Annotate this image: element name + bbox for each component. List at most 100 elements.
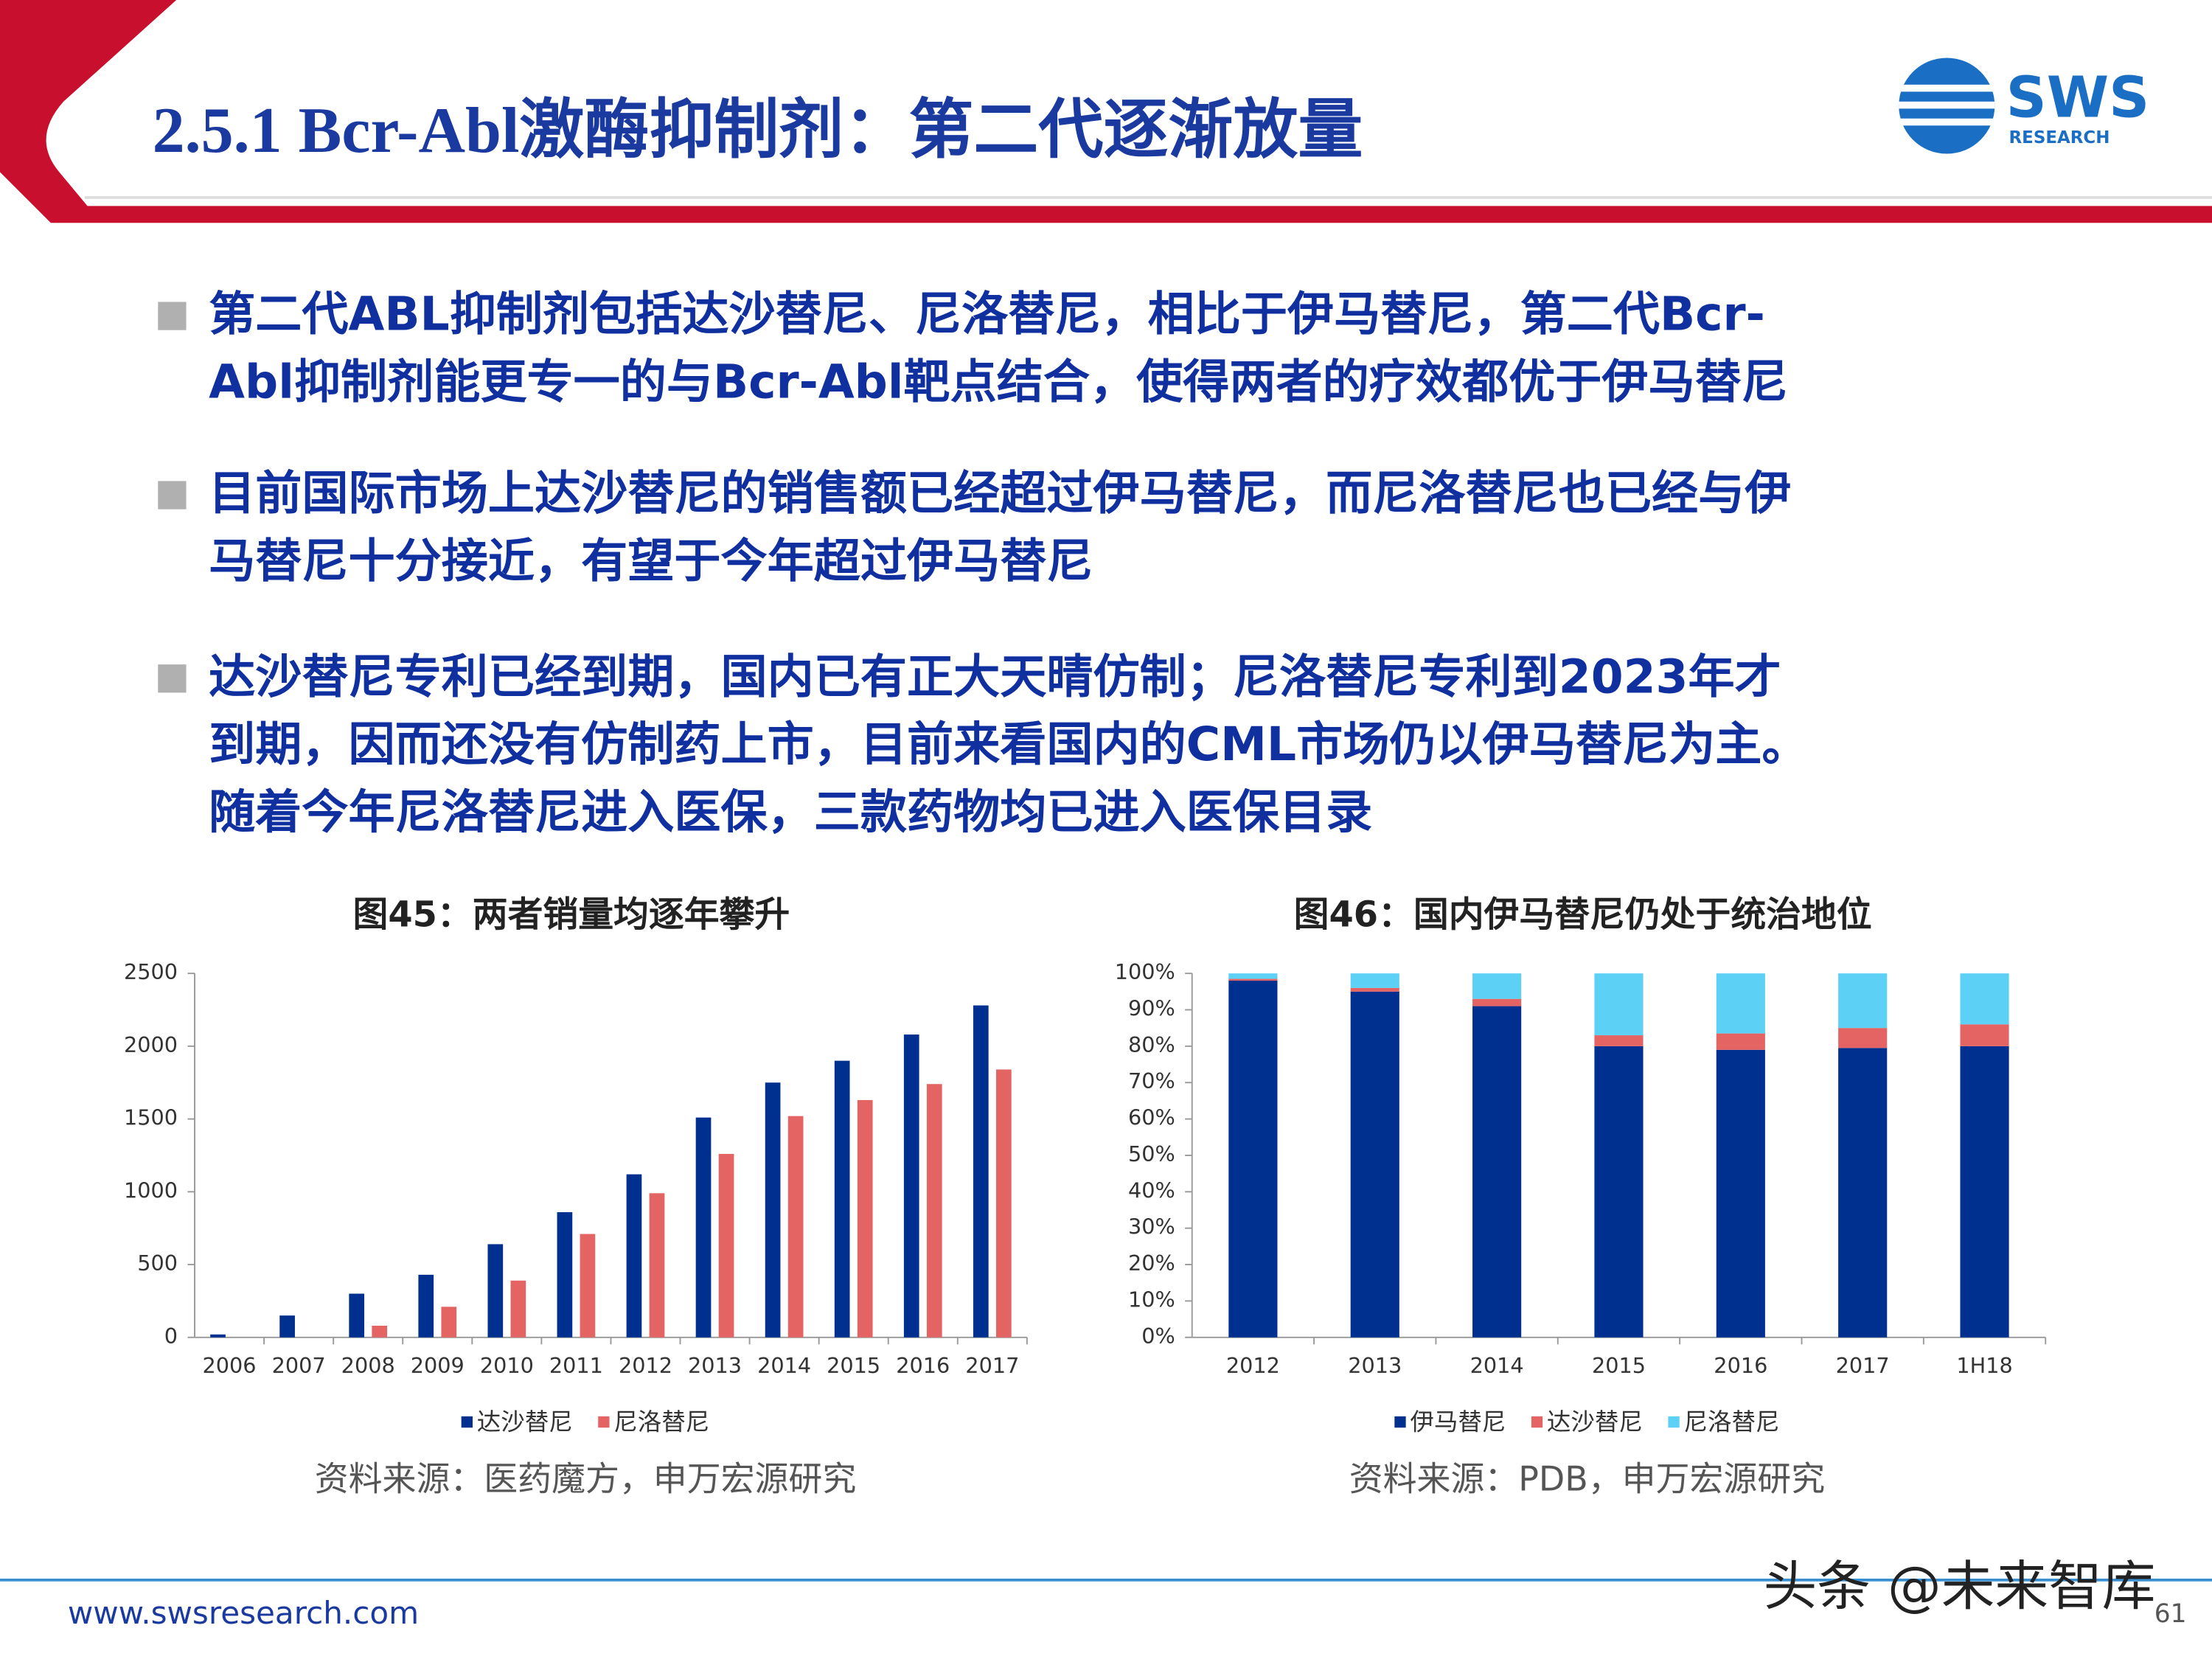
bar: [510, 1280, 526, 1338]
y-tick-label: 10%: [1128, 1287, 1175, 1312]
y-tick-label: 0: [164, 1324, 178, 1349]
bar-segment: [1838, 1048, 1888, 1338]
bar: [210, 1334, 226, 1338]
x-tick-label: 2016: [896, 1353, 950, 1378]
bar-segment: [1228, 981, 1278, 1338]
legend-label: 尼洛替尼: [613, 1408, 709, 1436]
y-tick-label: 0%: [1141, 1324, 1175, 1349]
logo-stripe: [1899, 118, 1995, 126]
legend-label: 达沙替尼: [1547, 1408, 1643, 1436]
bullet-text: 第二代ABL抑制剂包括达沙替尼、尼洛替尼，相比于伊马替尼，第二代Bcr-: [209, 287, 1765, 341]
y-tick-label: 2500: [124, 959, 178, 984]
bullet-text: 随着今年尼洛替尼进入医保，三款药物均已进入医保目录: [209, 785, 1372, 839]
y-tick-label: 1000: [124, 1178, 178, 1203]
bullet-marker: [158, 481, 187, 509]
slide-title: 2.5.1 Bcr-Abl激酶抑制剂：第二代逐渐放量: [153, 95, 1363, 167]
y-tick-label: 50%: [1128, 1141, 1175, 1166]
x-tick-label: 2007: [272, 1353, 326, 1378]
bullet-text: 到期，因而还没有仿制药上市，目前来看国内的CML市场仍以伊马替尼为主。: [209, 717, 1808, 771]
y-tick-label: 100%: [1115, 959, 1175, 984]
bar-segment: [1594, 973, 1644, 1036]
bar-segment: [1350, 991, 1399, 1338]
legend-swatch: [461, 1416, 473, 1428]
bullet-text: 目前国际市场上达沙替尼的销售额已经超过伊马替尼，而尼洛替尼也已经与伊: [209, 466, 1791, 521]
x-tick-label: 2012: [619, 1353, 672, 1378]
x-tick-label: 2017: [965, 1353, 1019, 1378]
chart-title: 图45：两者销量均逐年攀升: [353, 895, 790, 936]
bar-segment: [1472, 1006, 1522, 1338]
bar-segment: [1350, 987, 1399, 992]
y-tick-label: 80%: [1128, 1032, 1175, 1057]
bar: [695, 1117, 712, 1338]
bar: [279, 1315, 295, 1338]
bullet-text: 达沙替尼专利已经到期，国内已有正大天晴仿制；尼洛替尼专利到2023年才: [209, 649, 1781, 703]
bar: [557, 1211, 573, 1338]
bar: [926, 1084, 942, 1338]
charts: 图45：两者销量均逐年攀升 0 500 1000 1500 2000 2500 2006 200…: [124, 895, 2047, 1498]
y-tick-label: 90%: [1128, 996, 1175, 1021]
bar: [372, 1325, 388, 1338]
watermark: 头条 @未来智库: [1764, 1556, 2156, 1618]
bar: [995, 1069, 1012, 1338]
logo-subtext: RESEARCH: [2008, 128, 2110, 147]
legend-label: 尼洛替尼: [1683, 1408, 1779, 1436]
bar-segment: [1594, 1046, 1644, 1338]
chart-title: 图46：国内伊马替尼仍处于统治地位: [1294, 895, 1872, 936]
bullet-marker: [158, 664, 187, 693]
x-tick-label: 2011: [549, 1353, 603, 1378]
y-tick-label: 20%: [1128, 1251, 1175, 1276]
y-tick-label: 2000: [124, 1032, 178, 1057]
x-tick-label: 2009: [411, 1353, 465, 1378]
y-tick-label: 30%: [1128, 1214, 1175, 1239]
x-tick-label: 2006: [203, 1353, 257, 1378]
bar-segment: [1716, 1033, 1765, 1050]
bar: [973, 1005, 989, 1338]
legend-swatch: [1531, 1416, 1543, 1428]
chart-source: 资料来源：医药魔方，申万宏源研究: [315, 1458, 857, 1498]
bar-segment: [1960, 1046, 2009, 1338]
page-number: 61: [2154, 1599, 2187, 1629]
x-tick-label: 1H18: [1956, 1353, 2012, 1378]
bar: [903, 1034, 919, 1338]
legend-swatch: [598, 1416, 610, 1428]
y-tick-label: 60%: [1128, 1105, 1175, 1130]
bar: [834, 1060, 850, 1338]
chart-source: 资料来源：PDB，申万宏源研究: [1349, 1458, 1825, 1498]
bar: [649, 1193, 665, 1338]
y-tick-label: 1500: [124, 1105, 178, 1130]
bar: [787, 1116, 804, 1338]
bullet-text: Abl抑制剂能更专一的与Bcr-Abl靶点结合，使得两者的疗效都优于伊马替尼: [209, 354, 1788, 408]
footer-url: www.swsresearch.com: [68, 1595, 419, 1631]
bullet-marker: [158, 302, 187, 330]
bar-segment: [1838, 973, 1888, 1029]
x-tick-label: 2013: [688, 1353, 742, 1378]
y-tick-label: 40%: [1128, 1178, 1175, 1203]
x-tick-label: 2016: [1714, 1353, 1767, 1378]
logo: SWS RESEARCH: [1899, 58, 2149, 154]
bar-segment: [1716, 973, 1765, 1034]
x-tick-label: 2015: [827, 1353, 880, 1378]
bar: [857, 1099, 873, 1338]
logo-stripe: [1899, 84, 1995, 92]
y-tick-label: 500: [137, 1251, 178, 1276]
bar: [718, 1153, 734, 1338]
x-tick-label: 2012: [1226, 1353, 1280, 1378]
legend-swatch: [1668, 1416, 1680, 1428]
bar-segment: [1228, 978, 1278, 981]
x-tick-label: 2017: [1836, 1353, 1890, 1378]
x-tick-label: 2014: [1470, 1353, 1524, 1378]
bar: [441, 1307, 457, 1338]
x-tick-label: 2015: [1592, 1353, 1646, 1378]
bar: [580, 1234, 596, 1338]
bullet-text: 马替尼十分接近，有望于今年超过伊马替尼: [209, 533, 1093, 588]
bar-segment: [1228, 973, 1278, 979]
x-tick-label: 2013: [1348, 1353, 1402, 1378]
y-tick-label: 70%: [1128, 1068, 1175, 1093]
logo-stripe: [1899, 101, 1995, 109]
bar: [418, 1274, 434, 1338]
x-tick-label: 2010: [480, 1353, 534, 1378]
x-tick-label: 2008: [341, 1353, 395, 1378]
x-tick-label: 2014: [757, 1353, 811, 1378]
bar: [765, 1082, 781, 1338]
